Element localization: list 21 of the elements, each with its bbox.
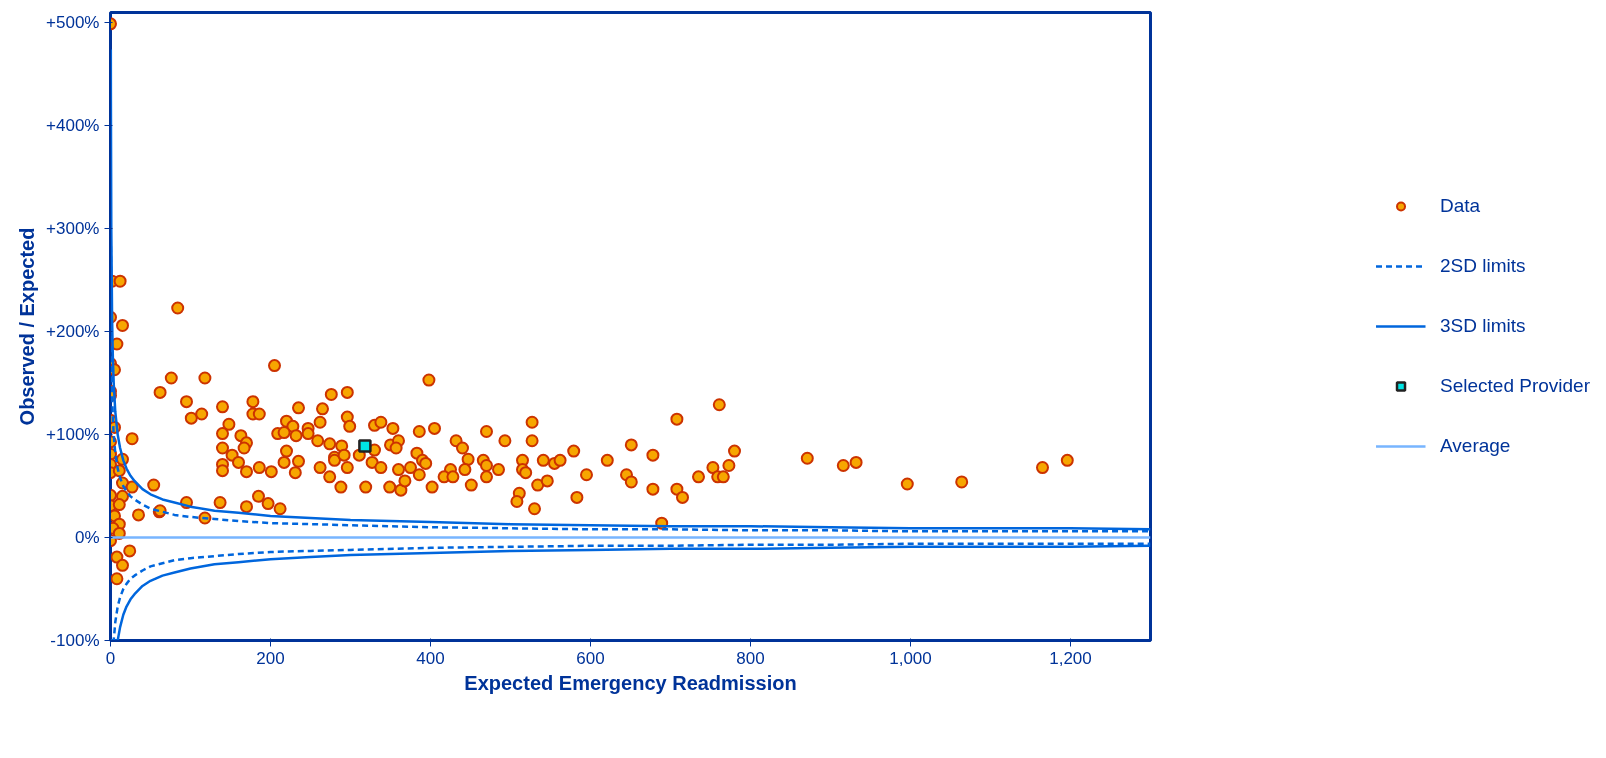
x-tick-label: 400 <box>416 648 445 668</box>
x-tick-label: 800 <box>736 648 765 668</box>
x-tick-label: 600 <box>576 648 605 668</box>
x-tick-label: 200 <box>256 648 285 668</box>
y-axis-title: Observed / Expected <box>16 227 39 426</box>
x-tick-label: 0 <box>105 648 116 668</box>
y-tick-label: 0% <box>74 528 100 548</box>
y-tick-label: +200% <box>46 322 100 342</box>
y-tick-label: +500% <box>46 13 100 33</box>
legend-label: 2SD limits <box>1440 255 1526 277</box>
legend-label: Data <box>1440 195 1481 217</box>
y-tick-label: -100% <box>50 631 100 650</box>
legend-label: Selected Provider <box>1440 375 1590 397</box>
x-axis-title: Expected Emergency Readmission <box>464 671 797 694</box>
legend-label: 3SD limits <box>1440 315 1526 337</box>
y-tick-label: +300% <box>46 219 100 239</box>
y-tick-label: +400% <box>46 116 100 136</box>
x-tick-label: 1,200 <box>1049 648 1092 668</box>
x-tick-label: 1,000 <box>889 648 932 668</box>
y-tick-label: +100% <box>46 425 100 445</box>
legend-label: Average <box>1440 435 1511 457</box>
